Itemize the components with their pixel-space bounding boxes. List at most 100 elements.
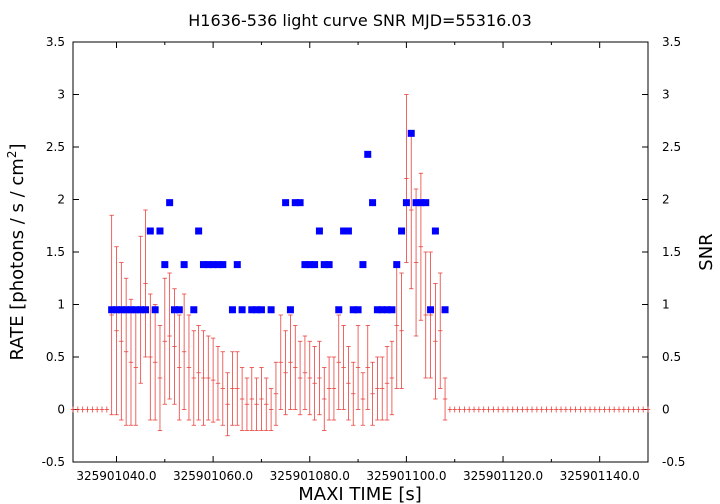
snr-point	[117, 306, 125, 314]
y-tick-label-right: 1.5	[662, 245, 681, 259]
y-tick-label-left: 2	[57, 193, 65, 207]
rate-point	[380, 356, 385, 421]
rate-point	[191, 330, 196, 426]
rate-point	[413, 188, 419, 337]
x-axis-label: MAXI TIME [s]	[298, 484, 422, 504]
rate-point	[114, 246, 119, 416]
rate-point	[210, 337, 216, 423]
snr-point	[398, 227, 406, 235]
rate-point	[404, 94, 409, 263]
rate-point	[351, 361, 356, 426]
rate-point	[70, 406, 76, 413]
snr-point	[306, 261, 314, 269]
rate-point	[409, 130, 414, 290]
rate-point	[553, 406, 559, 413]
snr-point	[296, 199, 304, 207]
rate-point	[505, 406, 511, 413]
snr-point	[214, 261, 222, 269]
snr-point	[393, 261, 401, 269]
rate-point	[394, 262, 399, 389]
rate-point	[297, 340, 303, 416]
y-tick-label-left: 3	[57, 88, 65, 102]
y-tick-label-right: 2	[662, 193, 670, 207]
rate-point	[423, 251, 428, 379]
snr-point	[166, 199, 174, 207]
snr-point	[417, 199, 425, 207]
rate-point	[278, 314, 283, 410]
snr-point	[311, 261, 319, 269]
snr-point	[156, 227, 164, 235]
rate-point	[109, 214, 114, 416]
snr-point	[195, 227, 203, 235]
rate-point	[123, 277, 129, 426]
rate-point	[486, 406, 491, 413]
rate-point	[181, 293, 187, 410]
rate-point	[244, 377, 250, 431]
x-tick-label: 325901140.0	[560, 469, 640, 483]
rate-point	[631, 406, 636, 413]
rate-point	[133, 309, 139, 426]
rate-point	[578, 406, 583, 413]
rate-point	[645, 406, 651, 413]
snr-point	[359, 261, 367, 269]
rate-point	[254, 377, 259, 431]
snr-point	[253, 306, 261, 314]
rate-point	[322, 367, 327, 431]
rate-point	[529, 406, 535, 413]
rate-point	[143, 209, 148, 358]
rate-point	[312, 346, 317, 421]
snr-point	[354, 306, 362, 314]
rate-point	[220, 351, 225, 426]
snr-point	[378, 306, 386, 314]
snr-point	[301, 261, 309, 269]
y-axis-label-right: SNR	[696, 233, 717, 270]
rate-point	[326, 356, 332, 421]
snr-point	[388, 306, 396, 314]
snr-points	[108, 129, 449, 314]
rate-point	[225, 372, 230, 437]
snr-point	[112, 306, 120, 314]
rate-point	[549, 406, 554, 413]
rate-point	[148, 293, 153, 421]
rate-point	[75, 406, 81, 413]
snr-point	[199, 261, 207, 269]
rate-point	[162, 277, 168, 405]
rate-point	[273, 361, 279, 426]
snr-point	[349, 306, 357, 314]
rate-point	[283, 330, 288, 416]
snr-point	[441, 306, 449, 314]
rate-point	[167, 272, 172, 400]
rate-point	[491, 406, 496, 413]
rate-point	[602, 406, 607, 413]
snr-point	[257, 306, 265, 314]
snr-point	[267, 306, 275, 314]
y-tick-label-left: -0.5	[42, 455, 65, 469]
rate-point	[418, 172, 424, 321]
x-tick-label: 325901080.0	[270, 469, 350, 483]
snr-point	[141, 306, 149, 314]
rate-point	[399, 272, 404, 389]
rate-point	[157, 325, 163, 431]
rate-point	[177, 314, 182, 421]
y-tick-label-left: 0.5	[46, 350, 65, 364]
rate-point	[239, 367, 245, 431]
snr-point	[340, 227, 348, 235]
rate-point	[476, 406, 482, 413]
rate-point	[592, 406, 598, 413]
x-tick-label: 325901120.0	[463, 469, 543, 483]
rate-point	[375, 356, 380, 421]
rate-point	[355, 325, 361, 410]
snr-point	[151, 306, 159, 314]
snr-point	[175, 306, 183, 314]
rate-point	[582, 406, 588, 413]
snr-point	[146, 227, 154, 235]
rate-point	[568, 406, 573, 413]
y-tick-label-right: 1	[662, 298, 670, 312]
rate-point	[500, 406, 506, 413]
y-tick-label-left: 1.5	[46, 245, 65, 259]
rate-point	[196, 325, 201, 421]
rate-point	[510, 406, 515, 413]
snr-point	[190, 306, 198, 314]
chart-title: H1636-536 light curve SNR MJD=55316.03	[188, 11, 532, 30]
